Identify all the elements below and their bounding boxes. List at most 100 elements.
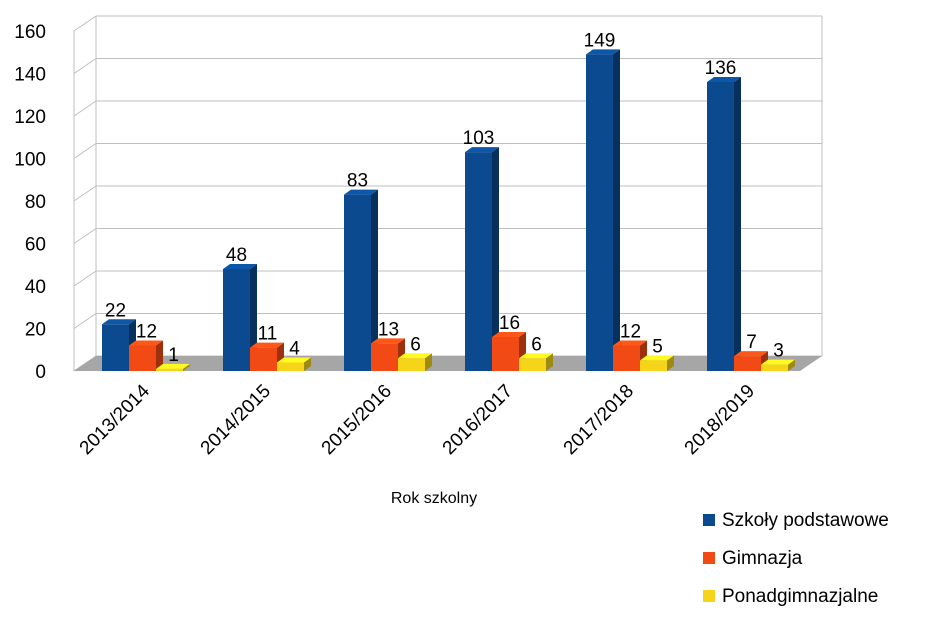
y-axis-ticks: 0 20 40 60 80 100 120 140 160 [14,22,46,383]
data-label: 7 [746,332,757,353]
x-tick-label: 2014/2015 [197,381,275,459]
legend-swatch [703,552,715,564]
bar-front [398,358,425,371]
bar-front [129,345,156,371]
bar-side [492,147,499,371]
data-label: 13 [378,319,399,340]
bar-front [613,345,640,371]
data-label: 1 [168,345,179,366]
x-tick-label: 2016/2017 [439,381,517,459]
bar-top [640,355,674,361]
bar [640,355,674,371]
bar-top [102,319,136,325]
data-label: 6 [410,334,421,355]
bar-top [707,77,741,82]
y-tick-label: 120 [14,107,46,128]
bar-top [277,357,311,363]
bar-side [183,363,190,371]
bar-front [371,343,398,371]
data-label: 83 [347,171,368,192]
bar-top [465,147,499,153]
gridline-wall [73,143,97,159]
gridline-wall [73,15,97,32]
bar-front [465,152,492,371]
y-tick-label: 0 [35,362,46,383]
data-label: 5 [652,336,663,357]
bar-side [613,49,620,371]
bar-top [371,338,405,344]
x-tick-label: 2015/2016 [318,381,396,459]
bar-top [129,340,163,346]
gridline-wall [73,228,97,244]
bar-front [156,368,183,371]
y-tick-label: 40 [25,277,46,298]
x-tick-label: 2018/2019 [681,381,759,459]
legend-label: Gimnazja [722,548,803,569]
bar-side [425,353,432,371]
gridline-wall [73,313,97,329]
data-label: 103 [463,128,495,149]
legend-swatch [703,590,715,602]
bar [492,332,526,371]
data-label: 11 [258,324,278,345]
bar-front [250,347,277,371]
data-label: 22 [105,300,126,321]
bar-front [277,362,304,371]
bar-top [586,49,620,55]
bar-top [613,340,647,346]
legend-swatch [703,514,715,526]
legend-label: Ponadgimnazjalne [722,586,878,607]
y-tick-label: 80 [25,192,46,213]
bar-top [761,359,795,365]
bar-side [156,340,163,371]
data-label: 16 [499,313,520,334]
y-tick-label: 100 [14,150,46,171]
y-tick-label: 60 [25,235,46,256]
data-label: 149 [584,30,616,51]
data-label: 4 [289,339,300,360]
data-label: 12 [136,322,157,343]
bar [707,77,741,371]
bar-front [586,54,613,371]
bar-side [304,357,311,371]
x-tick-label: 2017/2018 [560,381,638,459]
bar-side [546,353,553,371]
data-label: 3 [773,341,784,362]
gridline-wall [73,58,97,74]
bar-top [250,342,284,348]
bar-top [344,189,378,195]
bar-front [223,269,250,371]
bar-front [492,337,519,371]
bar-front [640,360,667,371]
x-axis-title: Rok szkolny [391,490,477,507]
legend: Szkoły podstawowe Gimnazja Ponadgimnazjaln… [703,510,889,607]
bar-top [156,363,190,369]
bar-side [734,77,741,371]
bar-front [519,358,546,371]
bar-top [223,264,257,269]
bar-front [344,194,371,371]
data-label: 12 [620,322,641,343]
bar [586,49,620,371]
gridline-wall [73,270,97,287]
y-tick-label: 20 [25,320,46,341]
bar [465,147,499,371]
bar-front [102,324,129,371]
gridline-wall [73,185,97,202]
bar [277,357,311,371]
bars [102,49,795,371]
bar-top [519,353,553,359]
x-tick-label: 2013/2014 [76,380,155,459]
y-tick-label: 140 [14,65,46,86]
bar-top [734,351,768,357]
bar [102,319,136,371]
bar-side [667,355,674,371]
gridline-wall [73,100,97,117]
bar [223,264,257,371]
bar [129,340,163,371]
bar-side [788,359,795,371]
bar [156,363,190,371]
bar-front [707,82,734,371]
